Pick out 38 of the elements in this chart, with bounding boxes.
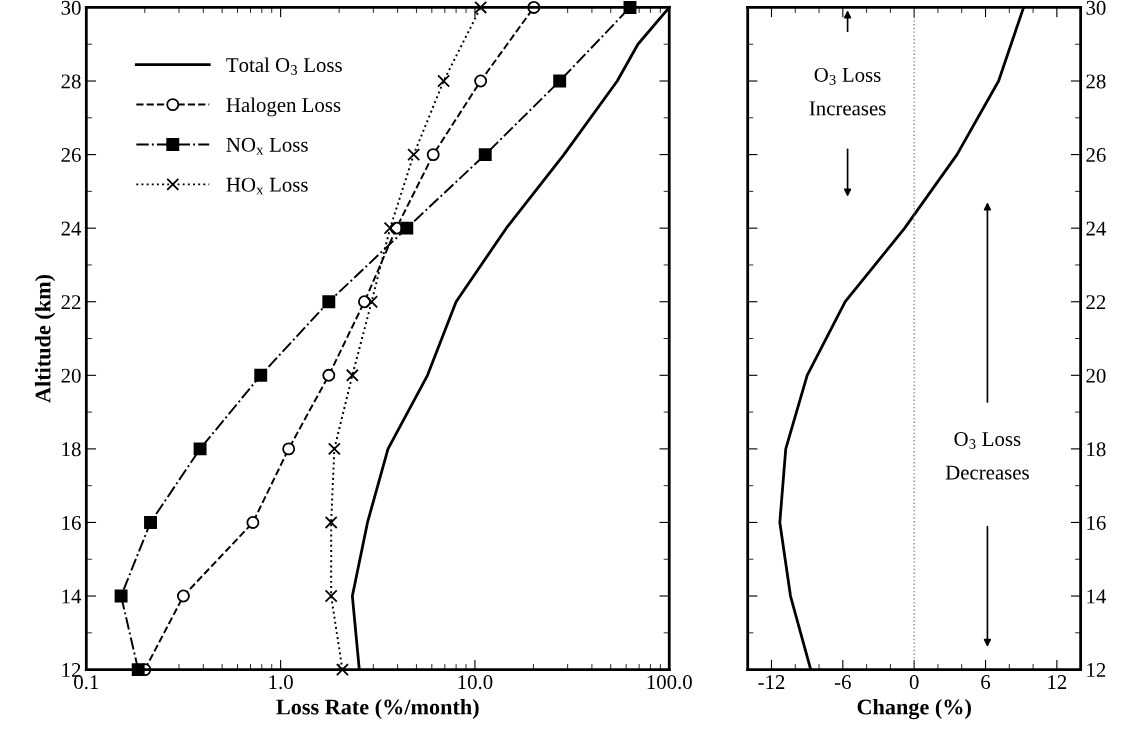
y-tick-label: 12	[1087, 663, 1106, 677]
legend-label: Total O$_{3}$ Loss	[226, 57, 342, 75]
y-tick-label: 22	[1086, 295, 1106, 309]
y-tick-label: 22	[61, 295, 81, 309]
x-tick-label: -12	[758, 675, 785, 689]
y-tick-label: 16	[1087, 515, 1106, 530]
x-tick-label: 1.0	[269, 675, 293, 690]
y-tick-label: 28	[61, 74, 81, 89]
y-tick-label: 30	[61, 0, 81, 15]
x-tick-label: 12	[1048, 675, 1067, 689]
x-tick-label: 0	[909, 675, 919, 690]
legend-label: HO$_{x}$ Loss	[226, 177, 308, 195]
y-tick-label: 20	[61, 368, 81, 383]
x-tick-label: -6	[834, 675, 851, 690]
y-tick-label: 24	[1086, 221, 1107, 236]
y-tick-label: 26	[61, 148, 81, 163]
y-tick-label: 18	[62, 442, 81, 457]
annotation: O$_{3}$ Loss Increases	[809, 67, 886, 116]
x-tick-label: 0.1	[74, 675, 99, 690]
y-tick-label: 12	[62, 663, 81, 677]
y-tick-label: 14	[62, 589, 82, 604]
x-axis-title: Loss Rate (%/month)	[276, 698, 479, 720]
x-tick-label: 10.0	[458, 675, 493, 690]
y-tick-label: 26	[1086, 148, 1106, 163]
y-tick-label: 20	[1086, 368, 1106, 383]
legend-label: NO$_{x}$ Loss	[226, 137, 308, 155]
y-tick-label: 28	[1086, 74, 1106, 89]
y-tick-label: 16	[62, 515, 81, 530]
x-tick-label: 6	[981, 675, 991, 690]
x-tick-label: 100.0	[647, 675, 692, 690]
annotation: O$_{3}$ Loss Decreases	[945, 432, 1029, 480]
legend-label: Halogen Loss	[226, 97, 341, 117]
y-axis-title: Altitude (km)	[34, 274, 56, 403]
y-tick-label: 24	[61, 221, 82, 236]
y-tick-label: 14	[1087, 589, 1107, 604]
y-tick-label: 18	[1087, 442, 1106, 457]
y-tick-label: 30	[1086, 0, 1106, 15]
x-axis-title: Change (%)	[857, 698, 971, 720]
